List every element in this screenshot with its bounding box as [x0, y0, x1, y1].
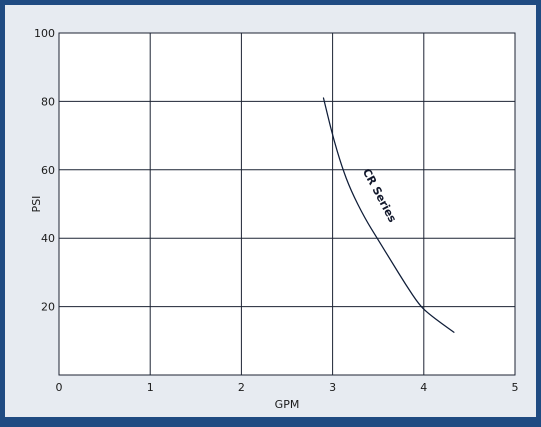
- y-tick-label-60: 60: [41, 164, 55, 177]
- y-tick-label-100: 100: [34, 27, 55, 40]
- y-tick-label-20: 20: [41, 301, 55, 314]
- x-tick-label-2: 2: [238, 381, 245, 394]
- x-tick-label-4: 4: [420, 381, 427, 394]
- series-line-0: [322, 97, 455, 333]
- y-axis-label: PSI: [30, 196, 43, 213]
- y-tick-label-40: 40: [41, 232, 55, 245]
- grid-layer: [58, 32, 516, 375]
- y-tick-label-80: 80: [41, 95, 55, 108]
- x-tick-label-3: 3: [329, 381, 336, 394]
- x-axis-label: GPM: [275, 398, 300, 411]
- plot-area: [58, 32, 516, 376]
- tick-labels: 0 1 2 3 4 5 20 40 60 80 100: [34, 27, 519, 394]
- x-tick-label-1: 1: [147, 381, 154, 394]
- series-layer: [322, 97, 455, 333]
- x-tick-label-5: 5: [512, 381, 519, 394]
- x-tick-label-0: 0: [56, 381, 63, 394]
